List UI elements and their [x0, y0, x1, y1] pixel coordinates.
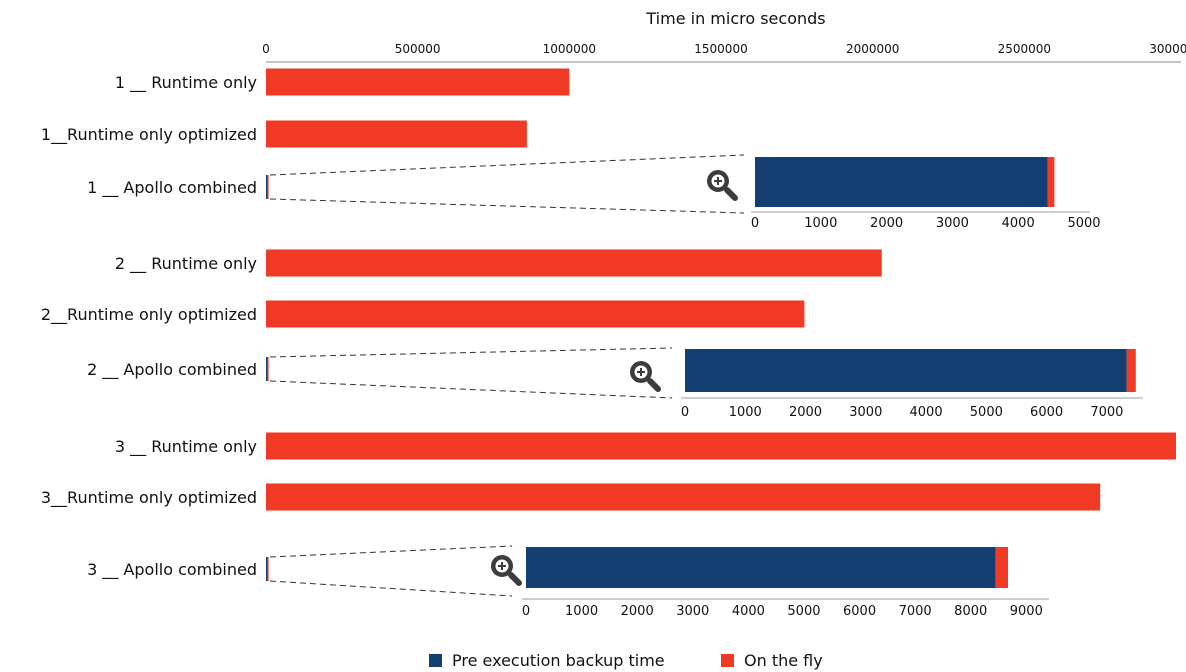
inset-x-tick-label: 4000: [910, 405, 943, 420]
zoom-in-icon: [630, 361, 661, 392]
inset-x-tick-label: 1000: [804, 216, 837, 231]
inset-x-tick-label: 6000: [843, 604, 876, 619]
inset-x-tick-label: 8000: [954, 604, 987, 619]
bar-on-the-fly: [267, 557, 269, 581]
x-tick-label: 2000000: [846, 42, 899, 56]
inset-bar-on-the-fly: [1126, 349, 1136, 392]
inset-x-tick-label: 7000: [1090, 405, 1123, 420]
inset-x-tick-label: 0: [681, 405, 689, 420]
inset-x-tick-label: 1000: [729, 405, 762, 420]
bar-on-the-fly: [266, 300, 805, 328]
legend-swatch-pre-execution: [429, 654, 442, 667]
zoom-icon-handle: [647, 378, 661, 392]
x-axis: 0 500000 1000000 1500000 2000000 2500000 30000…: [262, 42, 1186, 63]
inset-x-tick-label: 3000: [849, 405, 882, 420]
inset-bar-on-the-fly: [1047, 157, 1055, 207]
x-axis-title: Time in micro seconds: [645, 9, 825, 28]
x-tick-label: 2500000: [998, 42, 1051, 56]
zoom-connector-line: [269, 198, 745, 214]
inset-bar-pre-execution: [526, 547, 996, 588]
bar-on-the-fly: [266, 249, 882, 277]
bar-on-the-fly: [266, 68, 570, 96]
bar-pre-execution: [266, 175, 268, 199]
category-label: 3 __ Apollo combined: [87, 560, 257, 580]
inset-x-tick-label: 7000: [899, 604, 932, 619]
x-tick-label: 1500000: [694, 42, 747, 56]
inset-x-tick-label: 4000: [732, 604, 765, 619]
category-label: 3 __ Runtime only: [115, 437, 257, 457]
inset-x-tick-label: 1000: [565, 604, 598, 619]
zoom-inset: 0 1000 2000 3000 4000 5000: [269, 154, 1101, 231]
inset-bar-pre-execution: [755, 157, 1048, 207]
x-tick-label: 3000000: [1149, 42, 1186, 56]
inset-bar-on-the-fly: [995, 547, 1008, 588]
inset-x-tick-label: 2000: [789, 405, 822, 420]
inset-x-tick-label: 0: [751, 216, 759, 231]
inset-x-tick-label: 6000: [1030, 405, 1063, 420]
zoom-in-icon: [707, 170, 738, 201]
bar-pre-execution: [266, 557, 268, 581]
zoom-connector-line: [269, 347, 673, 358]
x-tick-label: 500000: [395, 42, 441, 56]
inset-bar-pre-execution: [685, 349, 1127, 392]
inset-x-tick-label: 0: [522, 604, 530, 619]
x-tick-label: 0: [262, 42, 270, 56]
legend-label-pre-execution: Pre execution backup time: [452, 651, 665, 670]
zoom-inset: 0 1000 2000 3000 4000 5000 6000 7000: [269, 347, 1143, 420]
zoom-connector-line: [269, 580, 513, 597]
inset-x-tick-label: 3000: [676, 604, 709, 619]
inset-x-tick-label: 5000: [970, 405, 1003, 420]
inset-x-tick-label: 5000: [787, 604, 820, 619]
zoom-in-icon: [491, 555, 522, 586]
inset-x-tick-label: 4000: [1002, 216, 1035, 231]
category-label: 2__Runtime only optimized: [41, 305, 257, 325]
x-tick-label: 1000000: [543, 42, 596, 56]
inset-x-tick-label: 2000: [870, 216, 903, 231]
bar-series: [266, 68, 1176, 581]
bar-on-the-fly: [267, 357, 269, 381]
category-label: 1 __ Runtime only: [115, 73, 257, 93]
bar-on-the-fly: [266, 432, 1176, 460]
inset-x-tick-label: 9000: [1010, 604, 1043, 619]
bar-on-the-fly: [266, 483, 1101, 511]
bar-on-the-fly: [266, 120, 527, 148]
zoom-icon-handle: [508, 572, 522, 586]
zoom-icon-handle: [724, 187, 738, 201]
category-label: 2 __ Apollo combined: [87, 360, 257, 380]
inset-x-tick-label: 5000: [1067, 216, 1100, 231]
category-label: 3__Runtime only optimized: [41, 488, 257, 508]
legend: Pre execution backup time On the fly: [429, 651, 823, 670]
category-label: 2 __ Runtime only: [115, 254, 257, 274]
inset-x-tick-label: 3000: [936, 216, 969, 231]
legend-label-on-the-fly: On the fly: [744, 651, 823, 670]
inset-x-tick-label: 2000: [621, 604, 654, 619]
category-label: 1 __ Apollo combined: [87, 178, 257, 198]
zoom-connector-line: [269, 545, 513, 558]
zoom-connector-line: [269, 380, 673, 399]
bar-pre-execution: [266, 357, 268, 381]
category-label: 1__Runtime only optimized: [41, 125, 257, 145]
legend-swatch-on-the-fly: [721, 654, 734, 667]
zoom-inset: 0 1000 2000 3000 4000 5000 6000 7000 8000 9000: [269, 545, 1049, 619]
bar-on-the-fly: [267, 175, 269, 199]
y-axis-labels: 1 __ Runtime only 1__Runtime only optimiz…: [41, 73, 257, 580]
zoom-insets: 0 1000 2000 3000 4000 5000 0 1000 2000 3000 4000 50…: [269, 154, 1143, 619]
zoom-connector-line: [269, 154, 745, 176]
